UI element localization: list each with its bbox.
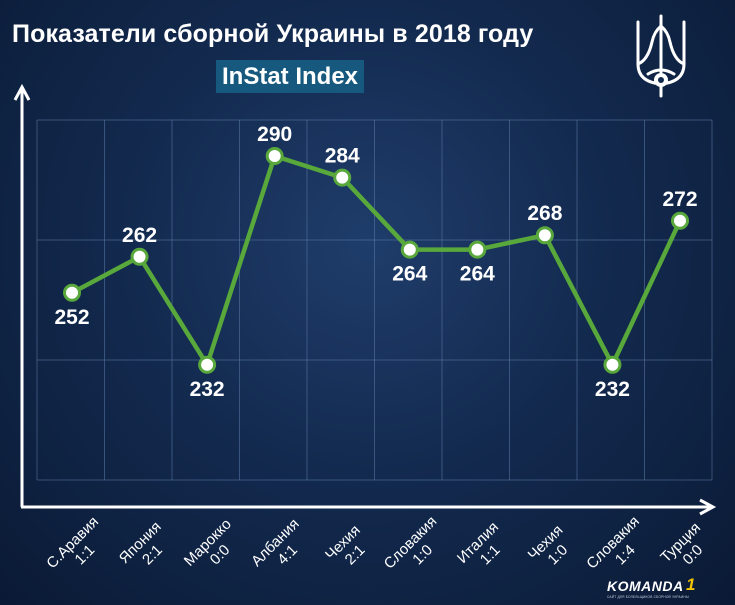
svg-text:Чехия2:1: Чехия2:1 <box>322 522 376 576</box>
svg-text:Турция0:0: Турция0:0 <box>657 519 716 578</box>
chart-title: Показатели сборной Украины в 2018 году <box>12 20 534 48</box>
data-label: 262 <box>122 224 157 247</box>
chart-subtitle: InStat Index <box>216 60 365 93</box>
svg-text:Япония2:1: Япония2:1 <box>116 518 177 579</box>
logo-tagline: САЙТ ДЛЯ БОЛЕЛЬЩИКОВ СБОРНОЙ УКРАИНЫ <box>607 595 689 599</box>
x-tick-label: Япония2:1 <box>116 518 177 579</box>
x-tick-label: Словакия1:4 <box>583 513 655 585</box>
data-label: 264 <box>460 263 495 286</box>
x-tick-label: С.Аравия1:1 <box>43 513 114 584</box>
x-tick-label: Чехия1:0 <box>525 522 579 576</box>
x-tick-label: Чехия2:1 <box>322 522 376 576</box>
svg-text:Марокко0:0: Марокко0:0 <box>181 516 247 582</box>
x-tick-label: Албания4:1 <box>248 515 315 582</box>
data-label: 268 <box>527 202 562 225</box>
x-tick-label-team: Словакия <box>381 513 441 573</box>
data-point <box>265 147 284 165</box>
svg-text:Албания4:1: Албания4:1 <box>248 515 315 582</box>
svg-text:Словакия1:4: Словакия1:4 <box>583 513 655 585</box>
svg-text:Италия1:1: Италия1:1 <box>454 519 514 579</box>
data-label: 232 <box>190 378 225 401</box>
chart-axes <box>13 83 717 516</box>
data-point <box>63 283 81 302</box>
svg-text:Словакия1:0: Словакия1:0 <box>381 513 453 585</box>
data-point <box>400 240 419 259</box>
x-tick-label-team: Албания <box>248 515 303 570</box>
svg-text:Чехия1:0: Чехия1:0 <box>525 522 579 576</box>
x-tick-label: Марокко0:0 <box>181 516 247 582</box>
data-point <box>333 168 352 187</box>
x-axis-arrow <box>699 498 717 516</box>
ukraine-trident-emblem-icon <box>636 14 686 98</box>
data-label: 252 <box>54 306 89 329</box>
x-tick-label: Словакия1:0 <box>381 513 453 585</box>
series-layer <box>63 147 689 374</box>
data-label: 284 <box>325 145 360 168</box>
data-label: 232 <box>595 378 630 401</box>
data-labels-layer: 252 262 232 290 284 264 264 268 232 272 <box>54 123 697 401</box>
data-point <box>535 226 554 245</box>
x-tick-label: Турция0:0 <box>657 519 716 578</box>
data-point <box>671 211 689 230</box>
x-tick-label: Италия1:1 <box>454 519 514 579</box>
x-tick-label-team: С.Аравия <box>43 513 102 572</box>
data-point <box>198 355 217 374</box>
x-tick-labels-layer: С.Аравия1:1 Япония2:1 Марокко0:0 Албания4:1… <box>43 513 716 585</box>
logo-number: 1 <box>686 575 696 594</box>
data-label: 272 <box>662 188 697 211</box>
data-point <box>130 247 149 266</box>
komanda-logo: KOMANDA 1 САЙТ ДЛЯ БОЛЕЛЬЩИКОВ СБОРНОЙ У… <box>607 575 727 602</box>
data-point <box>603 355 622 374</box>
data-point <box>468 240 487 259</box>
data-label: 264 <box>392 263 427 286</box>
series-line <box>70 153 683 368</box>
logo-name: KOMANDA <box>607 578 684 594</box>
x-tick-label-team: Марокко <box>181 516 235 570</box>
chart-grid <box>36 119 713 481</box>
svg-text:С.Аравия1:1: С.Аравия1:1 <box>43 513 114 584</box>
y-axis-arrow <box>13 83 31 101</box>
data-label: 290 <box>257 123 292 146</box>
x-tick-label-team: Словакия <box>583 513 643 573</box>
